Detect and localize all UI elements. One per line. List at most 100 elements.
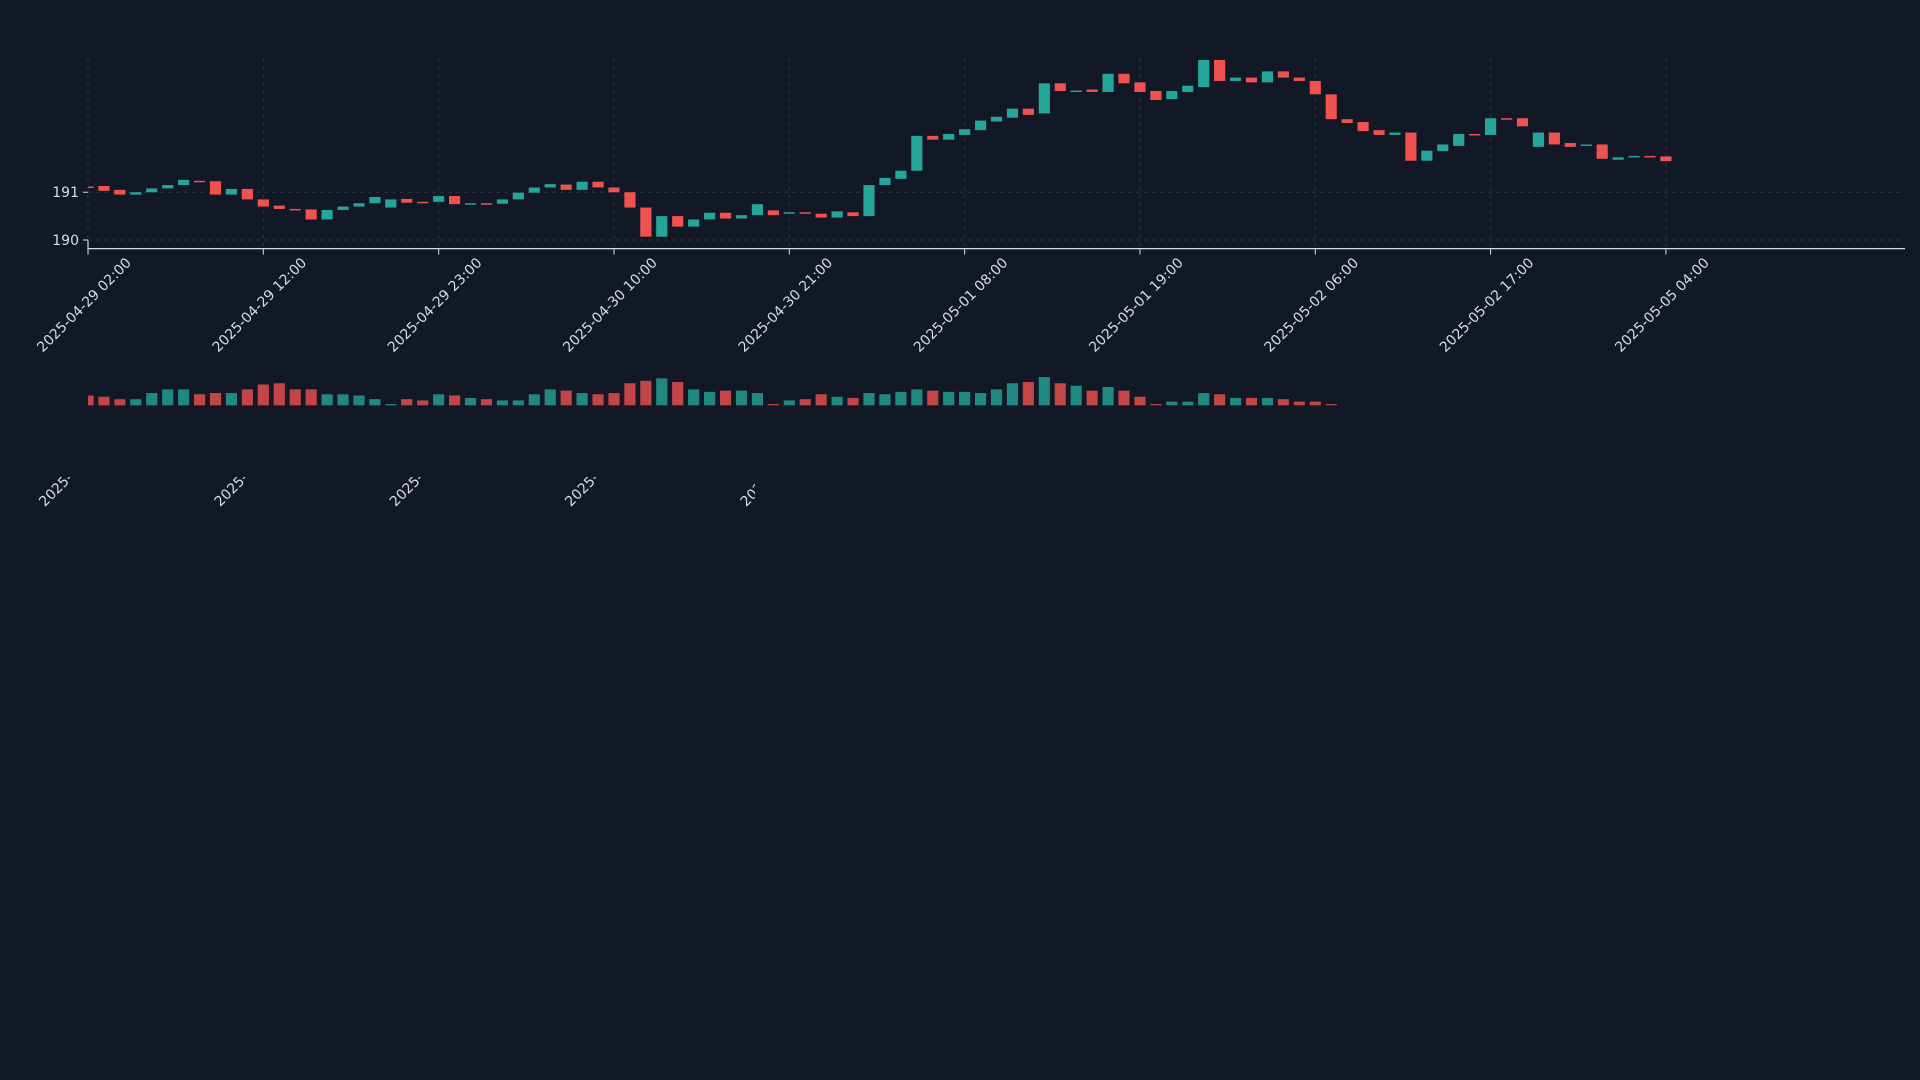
volume-bar [544,389,556,406]
volume-bar [719,390,732,406]
candle [1134,82,1146,92]
volume-bar [1086,390,1098,406]
volume-bar [560,390,572,406]
volume-bars [88,377,1337,406]
candle [273,205,285,209]
candle [496,199,508,204]
candle [1548,132,1560,145]
candle [895,170,907,179]
candle [1325,94,1337,120]
volume-bar [1245,397,1258,406]
candle [608,187,620,193]
volume-bar [178,389,190,406]
volume-bar [1261,397,1274,406]
candle [1389,132,1401,135]
candle [225,188,238,195]
volume-bar [1070,385,1082,406]
candle [1214,59,1226,81]
candle [1373,130,1385,135]
candle [114,189,126,195]
volume-bar [751,393,763,406]
candle [1086,89,1098,92]
candle [146,188,158,193]
volume-bar [1118,390,1130,406]
volume-bar [1150,404,1162,406]
volume-bar [1293,401,1305,406]
volume-bar [496,400,508,406]
candle [1628,155,1640,158]
candle [879,177,891,186]
candle [1006,108,1019,118]
volume-bar [528,394,540,406]
volume-bar [1022,382,1034,406]
candle [241,188,253,200]
candle [624,192,636,208]
volume-bar [464,397,477,406]
volume-bar [321,394,333,406]
volume-bar [847,397,859,406]
candle [990,116,1003,122]
candle [321,209,333,220]
volume-bar [480,399,493,406]
candle [974,120,987,131]
volume-bar [879,394,891,406]
volume-bar [688,389,700,406]
volume-bar [433,394,445,406]
candle [1580,144,1592,146]
volume-bar [656,378,668,406]
candle [528,187,540,193]
candle [1277,71,1289,78]
volume-bar [831,396,843,406]
volume-bar [305,389,317,406]
candle [1405,132,1417,161]
candle [1230,77,1242,81]
candle [1293,77,1305,81]
candle [1054,83,1066,91]
volume-bar [353,395,365,406]
candle [1500,118,1513,120]
volume-bar [735,390,748,406]
candle [640,207,652,237]
volume-bar [162,389,174,406]
candle [767,210,779,216]
volume-bar [704,391,716,406]
volume-bar [1214,394,1226,406]
candle [863,185,875,217]
candle [799,212,811,214]
volume-bar [1134,396,1146,406]
candle [719,212,732,219]
volume-bar [927,390,939,406]
candle [512,192,524,200]
candle [1245,77,1258,83]
candle [1182,85,1194,92]
candle [88,186,94,189]
candle [959,129,971,135]
candles [88,59,1672,237]
candle [1437,144,1449,152]
volume-bar [576,393,588,406]
volume-bar [417,400,429,406]
candle [576,181,588,190]
volume-bar [146,393,158,406]
volume-bar [815,394,827,406]
candle [1453,133,1465,146]
y-tick-label: 191 [52,185,79,201]
candle [417,201,429,204]
candle [688,219,700,227]
volume-bar [289,389,301,406]
candle [1038,83,1050,114]
volume-bar [273,383,285,406]
volume-bar [241,389,253,406]
volume-bar [209,393,222,406]
candle [1644,155,1656,158]
y-tick-label: 190 [52,233,79,249]
volume-bar [88,395,94,406]
volume-bar [608,393,620,406]
candle [369,197,381,204]
volume-bar [1309,401,1321,406]
candle [193,180,206,183]
volume-bar [767,404,779,406]
grid [87,58,1905,249]
volume-bar [624,383,636,406]
volume-bar [672,382,684,406]
